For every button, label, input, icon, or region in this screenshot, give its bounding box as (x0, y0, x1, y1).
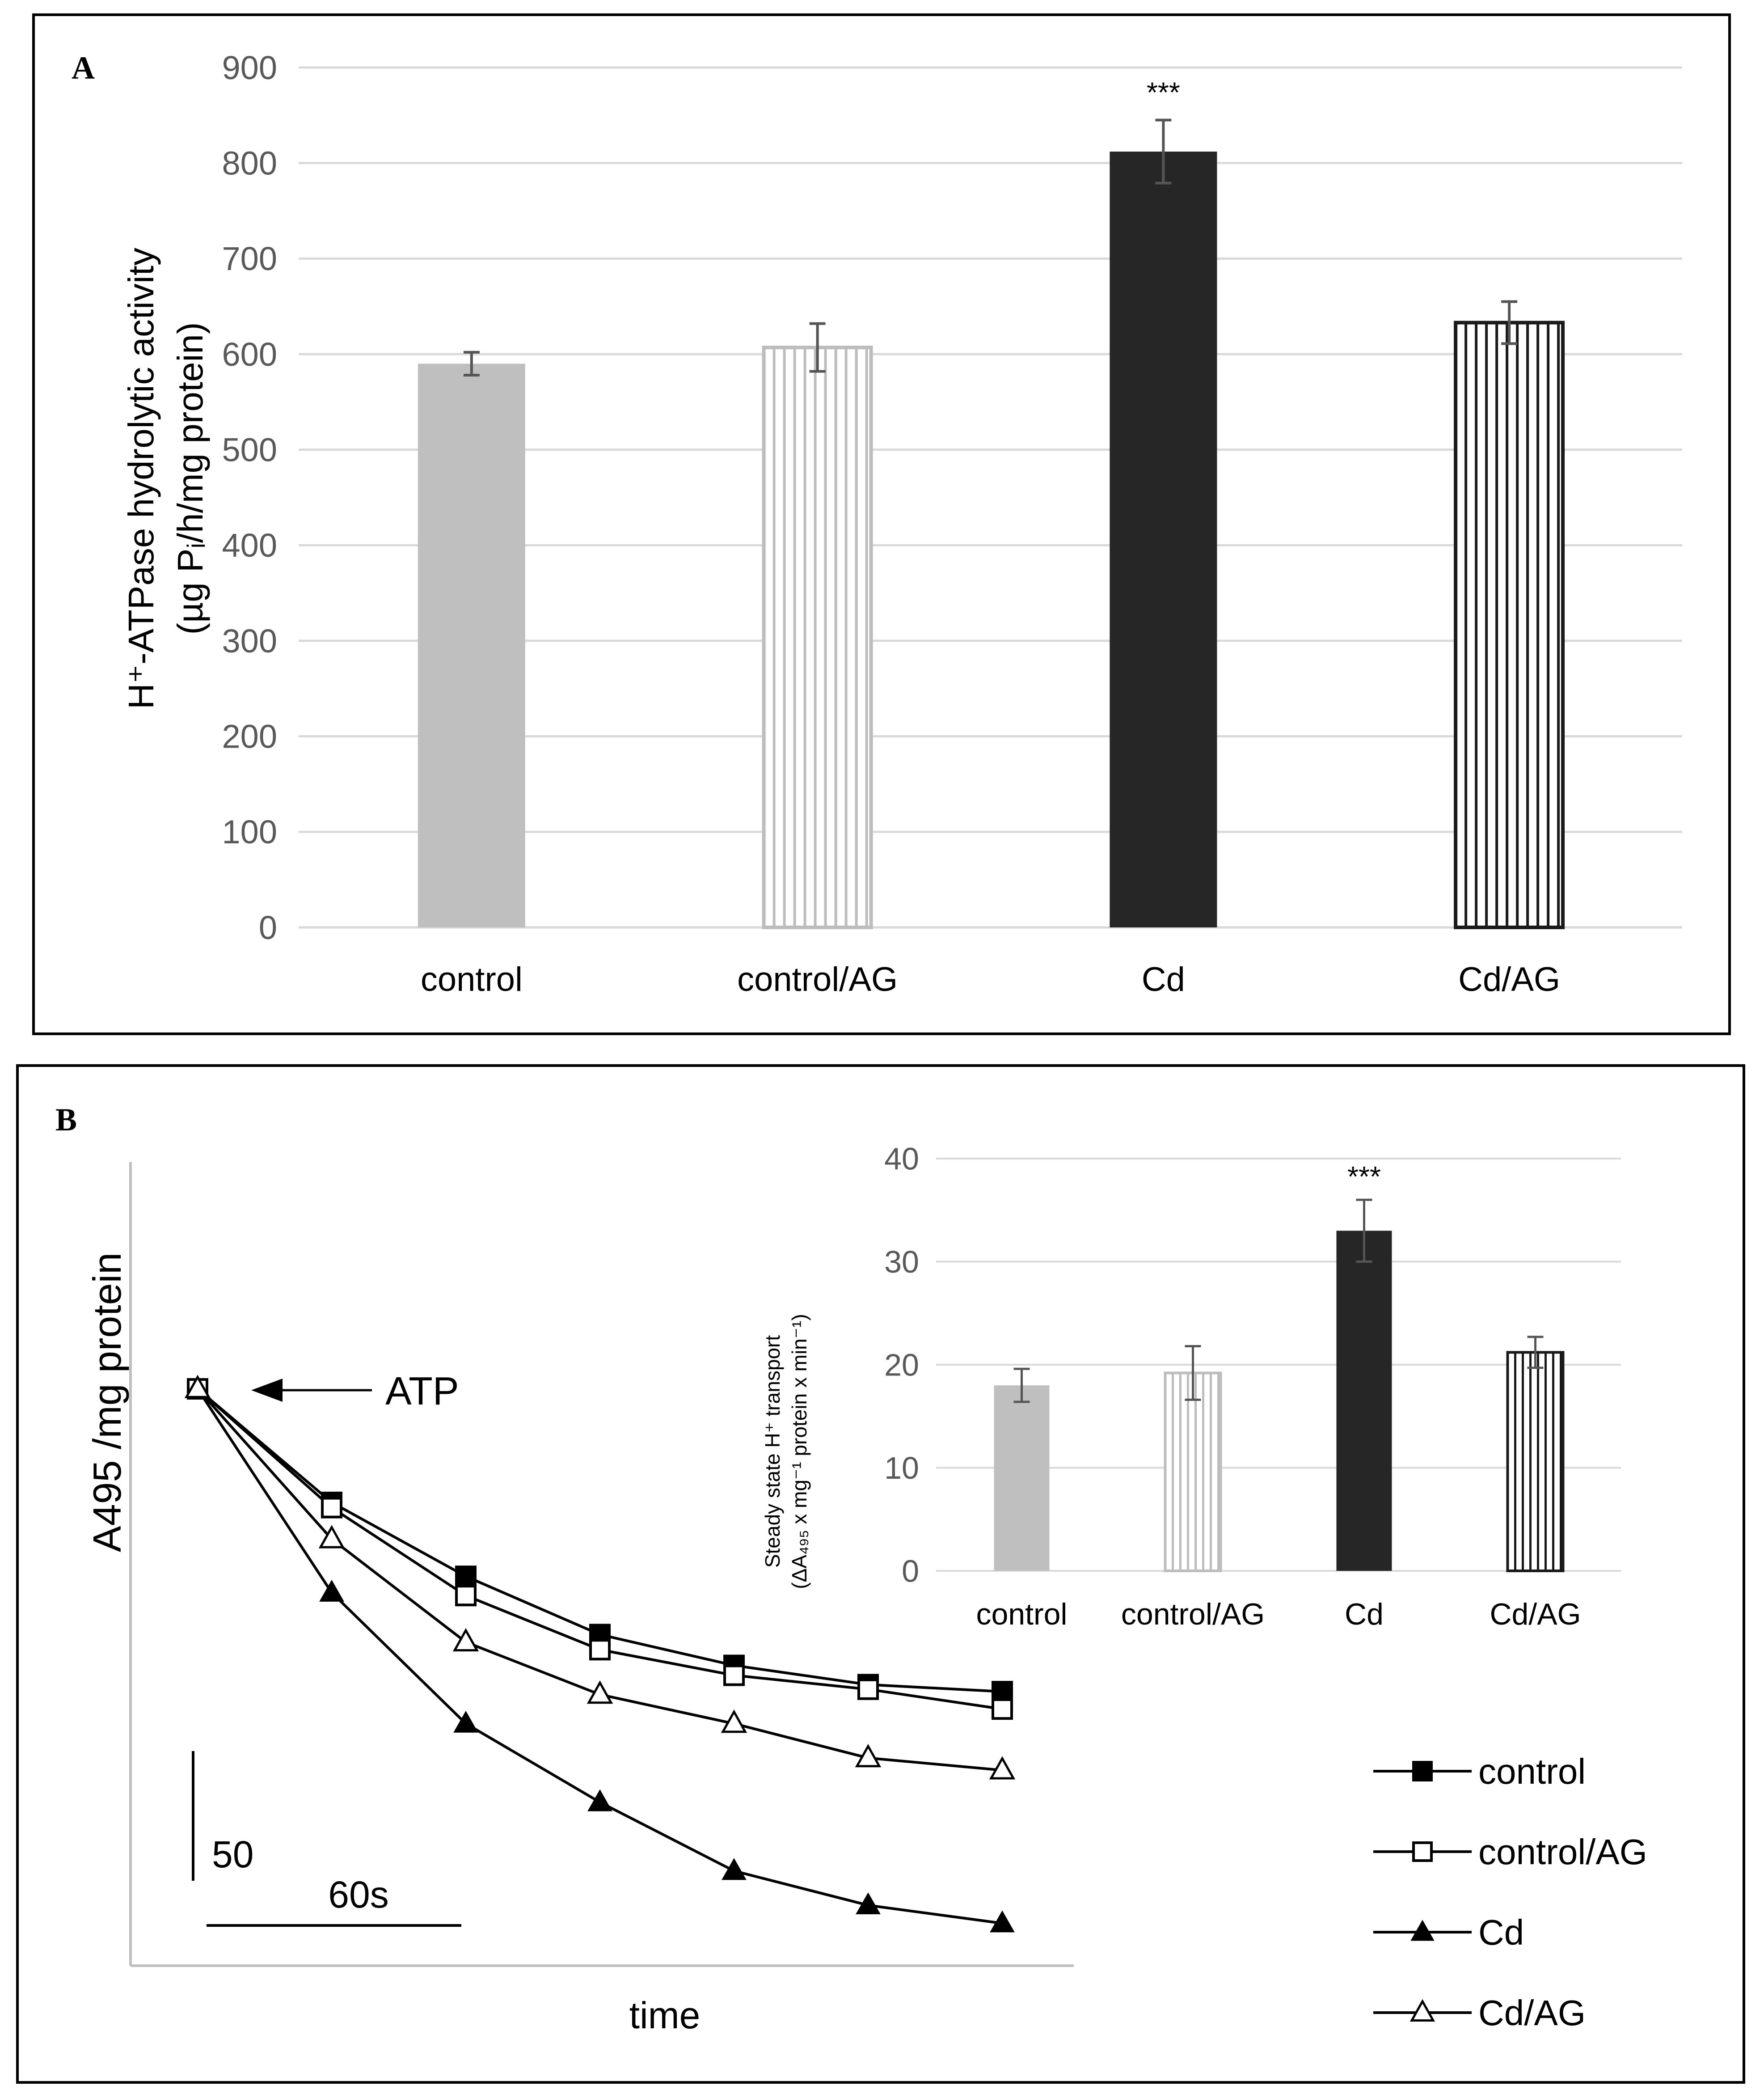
panel-a-x-tick-label: control (421, 960, 523, 998)
panel-a-bar-control (418, 364, 525, 927)
inset-y-tick-label: 10 (884, 1451, 919, 1485)
inset-y-axis-label-line2: (ΔA₄₉₅ x mg⁻¹ protein x min⁻¹) (788, 1314, 811, 1589)
line-point (856, 1892, 881, 1915)
line-chart-y-axis-label: A495 /mg protein (85, 1252, 129, 1552)
panel-a-y-tick-label: 300 (222, 622, 277, 660)
line-point (452, 1628, 479, 1652)
panel-a-error-bar (1155, 118, 1172, 185)
line-point (455, 1585, 477, 1607)
panel-a-bar-cd-ag (1454, 321, 1565, 929)
inset-bar-cd-ag (1506, 1351, 1565, 1573)
panel-a-bar-control-ag (762, 346, 873, 929)
panel-a-y-tick-label: 100 (222, 813, 277, 850)
panel-b-label: B (55, 1102, 77, 1138)
panel-a-y-tick-label: 700 (222, 240, 277, 277)
line-point (721, 1709, 747, 1733)
inset-bar-control-ag (1164, 1371, 1222, 1572)
panel-a-x-tick-label: control/AG (737, 960, 898, 998)
legend-label: Cd (1478, 1912, 1524, 1952)
panel-a-error-bar (809, 322, 826, 373)
line-point (455, 1565, 477, 1587)
panel-a-y-axis-label-line2: (µg Pᵢ/h/mg protein) (170, 322, 210, 635)
inset-y-tick-label: 20 (884, 1348, 919, 1383)
panel-b-chart: B A495 /mg protein time ATP 50 60s contr… (55, 1102, 1647, 2036)
line-point (723, 1664, 745, 1686)
line-point (855, 1743, 882, 1768)
line-point (587, 1789, 612, 1811)
line-point (589, 1639, 611, 1661)
atp-arrow-head-icon (251, 1379, 283, 1402)
inset-bar-control (994, 1385, 1050, 1571)
panel-a-x-tick-label: Cd/AG (1458, 960, 1560, 998)
line-point (990, 1910, 1015, 1933)
line-point (321, 1497, 342, 1519)
inset-x-tick-label: control (976, 1597, 1067, 1631)
inset-x-tick-label: control/AG (1121, 1597, 1265, 1631)
legend-entry-cd: Cd (1373, 1912, 1524, 1952)
panel-a: A 0 100 200 300 400 500 600 700 800 900 *** contr… (32, 13, 1731, 1035)
inset-error-bar (1013, 1367, 1030, 1403)
panel-a-y-tick-label: 800 (222, 145, 277, 182)
scalebar-vertical-label: 50 (212, 1833, 253, 1875)
panel-a-y-axis-label-line1: H⁺-ATPase hydrolytic activity (121, 248, 161, 709)
panel-a-chart: A 0 100 200 300 400 500 600 700 800 900 *** contr… (72, 49, 1682, 998)
legend-label: Cd/AG (1478, 1993, 1586, 2033)
panel-a-y-tick-label: 500 (222, 432, 277, 469)
inset-y-axis-label-line1: Steady state H⁺ transport (761, 1335, 784, 1568)
legend-label: control (1478, 1752, 1586, 1791)
panel-a-bar-cd (1110, 152, 1217, 928)
legend-entry-control-ag: control/AG (1373, 1832, 1647, 1872)
inset-bar-cd (1336, 1231, 1392, 1571)
inset-x-tick-label: Cd/AG (1490, 1597, 1581, 1631)
line-series-control-ag (187, 1378, 1013, 1720)
panel-a-label: A (72, 50, 95, 86)
panel-a-error-bar (1501, 300, 1518, 345)
panel-a-significance-label: *** (1147, 76, 1180, 109)
panel-a-y-tick-label: 600 (222, 336, 277, 373)
scalebar-horizontal-label: 60s (328, 1874, 388, 1916)
inset-significance-label: *** (1347, 1160, 1381, 1193)
panel-a-y-tick-label: 400 (222, 527, 277, 564)
line-point (184, 1375, 211, 1398)
line-point (319, 1579, 344, 1602)
inset-y-tick-label: 40 (884, 1142, 919, 1176)
line-point (587, 1680, 613, 1704)
line-point (722, 1858, 747, 1880)
panel-a-error-bar (463, 351, 480, 377)
inset-y-tick-label: 30 (884, 1244, 919, 1279)
line-point (989, 1756, 1016, 1780)
line-point (992, 1698, 1013, 1720)
inset-error-bar (1185, 1345, 1201, 1401)
line-point (857, 1678, 879, 1700)
inset-x-tick-label: Cd (1345, 1597, 1384, 1631)
panel-a-y-tick-label: 900 (222, 49, 277, 86)
legend-label: control/AG (1478, 1832, 1647, 1872)
atp-annotation: ATP (385, 1369, 459, 1413)
inset-y-tick-label: 0 (902, 1554, 919, 1589)
legend-entry-cd-ag: Cd/AG (1373, 1993, 1586, 2033)
line-chart-x-axis-label: time (629, 1994, 701, 2036)
legend-entry-control: control (1373, 1752, 1586, 1791)
line-point (318, 1525, 345, 1548)
line-point (453, 1710, 478, 1733)
panel-b: B A495 /mg protein time ATP 50 60s contr… (16, 1064, 1745, 2084)
panel-a-y-tick-label: 200 (222, 718, 277, 755)
panel-a-y-tick-label: 0 (259, 909, 277, 946)
line-series-cd-ag (184, 1375, 1016, 1780)
inset-error-bar (1356, 1198, 1372, 1263)
panel-a-x-tick-label: Cd (1142, 960, 1185, 998)
inset-error-bar (1527, 1336, 1544, 1369)
